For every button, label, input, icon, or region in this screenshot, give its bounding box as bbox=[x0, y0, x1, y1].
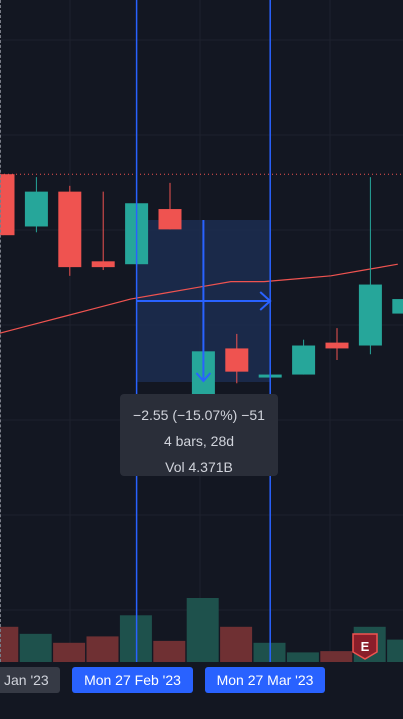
moving-average-line bbox=[0, 263, 398, 334]
candle-body bbox=[292, 345, 316, 375]
x-axis-label-jan: Jan '23 bbox=[0, 667, 60, 693]
volume-bar bbox=[320, 651, 353, 662]
candles bbox=[0, 174, 403, 442]
x-axis-label-range-end: Mon 27 Mar '23 bbox=[205, 667, 325, 693]
volume-bar bbox=[186, 598, 219, 662]
earnings-icon[interactable]: E bbox=[351, 632, 379, 660]
volume-bar bbox=[286, 652, 319, 662]
left-pane-border bbox=[0, 0, 1, 662]
volume-bars bbox=[0, 598, 403, 662]
horizontal-arrow-head bbox=[259, 291, 272, 311]
candle-body bbox=[392, 299, 403, 314]
candle-body bbox=[24, 191, 48, 227]
candle-body bbox=[158, 209, 182, 230]
candle-body bbox=[225, 348, 249, 372]
volume-bar bbox=[19, 633, 52, 662]
candle-body bbox=[58, 191, 82, 268]
volume-bar bbox=[387, 639, 403, 662]
measure-bars: 4 bars, 28d bbox=[163, 433, 235, 449]
volume-bar bbox=[220, 626, 253, 662]
volume-bar bbox=[0, 626, 19, 662]
volume-bar bbox=[153, 640, 186, 662]
measure-tooltip: −2.55 (−15.07%) −51 4 bars, 28d Vol 4.37… bbox=[120, 394, 278, 476]
vertical-arrow-head bbox=[195, 372, 212, 383]
measure-change: −2.55 (−15.07%) −51 bbox=[133, 407, 265, 423]
volume-bar bbox=[86, 636, 119, 662]
candle-body bbox=[358, 284, 382, 346]
measure-arrows bbox=[136, 220, 272, 383]
candle-body bbox=[325, 342, 349, 349]
candle-body bbox=[0, 174, 15, 236]
candle-body bbox=[91, 261, 115, 268]
earnings-label: E bbox=[361, 639, 370, 654]
volume-bar bbox=[53, 642, 86, 662]
x-axis-label-range-start: Mon 27 Feb '23 bbox=[72, 667, 193, 693]
measure-volume: Vol 4.371B bbox=[165, 459, 233, 475]
